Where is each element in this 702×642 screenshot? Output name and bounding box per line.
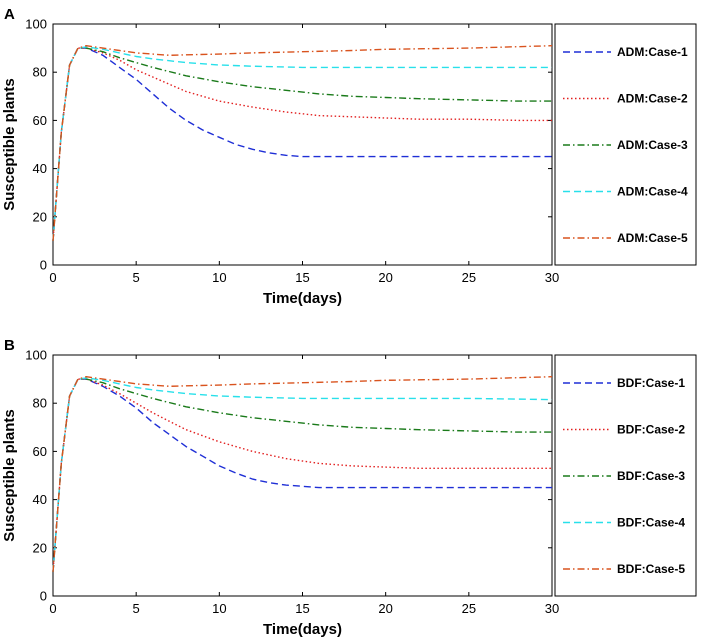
x-tick-label: 20 xyxy=(378,601,392,616)
x-tick-label: 10 xyxy=(212,601,226,616)
x-tick-label: 5 xyxy=(133,601,140,616)
legend-label: ADM:Case-1 xyxy=(617,45,688,59)
series-line-5 xyxy=(52,376,553,572)
y-tick-label: 100 xyxy=(25,348,47,363)
y-axis-label: Susceptible plants xyxy=(1,409,18,542)
x-axis-label: Time(days) xyxy=(263,290,342,307)
x-tick-label: 20 xyxy=(378,270,392,285)
x-tick-label: 30 xyxy=(545,601,559,616)
plot-area xyxy=(52,23,553,266)
legend: BDF:Case-1 BDF:Case-2 BDF:Case-3 BDF:Case-4… xyxy=(554,354,697,597)
y-tick-label: 80 xyxy=(33,396,47,411)
legend-label: BDF:Case-1 xyxy=(617,376,685,390)
chart-panel-a: A 0 5 10 15 20 25 30 0 20 40 60 80 100 Time(days) Susce… xyxy=(1,6,697,307)
x-axis-label: Time(days) xyxy=(263,621,342,638)
x-tick-label: 10 xyxy=(212,270,226,285)
x-tick-label: 25 xyxy=(462,601,476,616)
legend-label: BDF:Case-4 xyxy=(617,516,685,530)
legend-label: ADM:Case-2 xyxy=(617,92,688,106)
y-axis-label: Susceptible plants xyxy=(1,78,18,211)
legend-label: ADM:Case-4 xyxy=(617,185,688,199)
y-tick-label: 0 xyxy=(40,589,47,604)
legend-label: ADM:Case-5 xyxy=(617,231,688,245)
panel-label: B xyxy=(4,337,15,354)
y-tick-label: 60 xyxy=(33,113,47,128)
y-tick-label: 40 xyxy=(33,161,47,176)
legend-label: BDF:Case-5 xyxy=(617,562,685,576)
x-tick-label: 0 xyxy=(49,270,56,285)
y-tick-label: 100 xyxy=(25,17,47,32)
y-tick-label: 80 xyxy=(33,65,47,80)
x-tick-label: 0 xyxy=(49,601,56,616)
y-tick-label: 0 xyxy=(40,258,47,273)
x-tick-label: 15 xyxy=(295,270,309,285)
y-tick-label: 20 xyxy=(33,209,47,224)
x-tick-label: 25 xyxy=(462,270,476,285)
x-tick-label: 30 xyxy=(545,270,559,285)
series-line-2 xyxy=(52,47,552,241)
legend-label: BDF:Case-2 xyxy=(617,423,685,437)
chart-panel-b: B 0 5 10 15 20 25 30 0 20 40 60 80 100 Time(days) Susce… xyxy=(1,337,697,638)
legend: ADM:Case-1 ADM:Case-2 ADM:Case-3 ADM:Case-4… xyxy=(554,23,697,266)
series-line-5 xyxy=(52,45,553,241)
x-tick-label: 5 xyxy=(133,270,140,285)
panel-label: A xyxy=(4,6,15,23)
legend-label: BDF:Case-3 xyxy=(617,469,685,483)
y-tick-label: 60 xyxy=(33,444,47,459)
legend-label: ADM:Case-3 xyxy=(617,138,688,152)
series-line-3 xyxy=(52,378,552,572)
y-tick-label: 40 xyxy=(33,492,47,507)
y-tick-label: 20 xyxy=(33,540,47,555)
x-tick-label: 15 xyxy=(295,601,309,616)
series-line-3 xyxy=(52,47,552,241)
